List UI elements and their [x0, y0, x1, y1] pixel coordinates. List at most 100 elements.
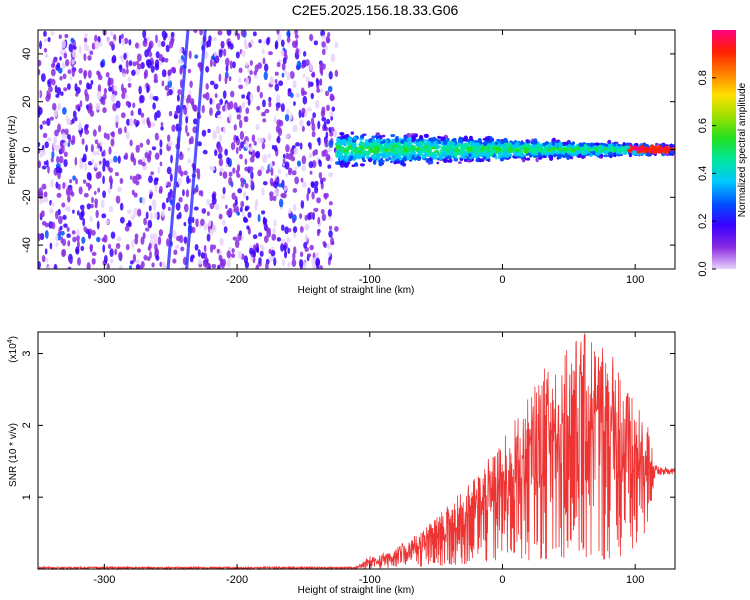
heatmap-cell	[179, 47, 183, 54]
heatmap-cell	[170, 31, 175, 38]
colorbar-tick-label: 0.2	[697, 214, 709, 229]
heatmap-cell	[51, 78, 56, 86]
heatmap-cell	[503, 150, 509, 156]
heatmap-cell	[41, 220, 47, 226]
heatmap-cell	[354, 162, 358, 167]
heatmap-cell	[46, 117, 51, 127]
heatmap-cell	[89, 216, 93, 223]
heatmap-cell	[280, 39, 285, 48]
heatmap-cell	[195, 218, 199, 228]
heatmap-cell	[628, 152, 632, 158]
heatmap-cell	[465, 142, 470, 148]
heatmap-cell	[309, 33, 314, 42]
heatmap-cell	[44, 53, 49, 58]
heatmap-cell	[78, 186, 83, 195]
heatmap-cell	[319, 66, 323, 75]
heatmap-cell	[427, 144, 430, 149]
heatmap-cell	[386, 155, 390, 159]
heatmap-cell	[234, 239, 240, 249]
heatmap-cell	[110, 231, 116, 239]
heatmap-cell	[68, 43, 74, 53]
heatmap-cell	[377, 153, 381, 158]
heatmap-cell	[497, 143, 503, 148]
heatmap-cell	[134, 233, 139, 239]
snr-x-tick-label: -300	[93, 574, 115, 586]
heatmap-cell	[100, 98, 104, 105]
heatmap-cell	[96, 150, 100, 156]
heatmap-cell	[304, 214, 308, 221]
heatmap-cell	[669, 150, 675, 155]
heatmap-cell	[308, 152, 313, 159]
heatmap-cell	[42, 120, 47, 125]
heatmap-cell	[326, 38, 331, 43]
heatmap-cell	[385, 152, 390, 155]
heatmap-cell	[328, 70, 333, 80]
heatmap-cell	[265, 262, 269, 269]
heatmap-cell	[595, 142, 601, 146]
heatmap-cell	[127, 76, 132, 82]
heatmap-cell	[66, 134, 72, 140]
snr-x-tick-label: -200	[226, 574, 248, 586]
heatmap-cell	[274, 40, 279, 50]
heatmap-cell	[46, 137, 52, 142]
heatmap-cell	[513, 152, 517, 157]
heatmap-cell	[168, 40, 174, 49]
heatmap-cell	[43, 191, 48, 198]
heatmap-cell	[394, 137, 399, 143]
heatmap-cell	[300, 200, 305, 209]
heatmap-cell	[62, 73, 67, 80]
heatmap-cell	[339, 160, 345, 166]
heatmap-cell	[469, 140, 473, 145]
heatmap-cell	[67, 141, 71, 148]
heatmap-cell	[272, 195, 277, 202]
heatmap-cell	[191, 216, 195, 224]
heatmap-cell	[124, 126, 127, 134]
heatmap-cell	[144, 49, 149, 58]
heatmap-cell	[129, 175, 133, 180]
heatmap-cell	[280, 243, 284, 252]
heatmap-cell	[419, 135, 424, 140]
heatmap-cell	[189, 97, 195, 106]
heatmap-cell	[237, 250, 243, 260]
heatmap-cell	[41, 165, 47, 170]
heatmap-cell	[38, 59, 42, 67]
heatmap-cell	[486, 136, 490, 142]
heatmap-cell	[292, 80, 297, 89]
heatmap-cell	[411, 156, 416, 160]
heatmap-cell	[45, 196, 49, 203]
heatmap-cell	[141, 196, 146, 206]
colorbar-label: Normalized spectral amplitude	[737, 82, 748, 217]
heatmap-cell	[127, 219, 131, 226]
heatmap-cell	[209, 80, 215, 86]
heatmap-cell	[129, 260, 134, 265]
heatmap-cell	[209, 97, 213, 105]
heatmap-cell	[230, 90, 235, 98]
heatmap-cell	[579, 144, 584, 147]
heatmap-cell	[129, 117, 134, 127]
heatmap-cell	[183, 106, 188, 115]
heatmap-cell	[161, 202, 166, 210]
heatmap-cell	[327, 32, 331, 37]
heatmap-cell	[431, 153, 436, 160]
heatmap-cell	[310, 182, 316, 189]
heatmap-cell	[111, 55, 117, 64]
heatmap-cell	[200, 252, 205, 259]
heatmap-cell	[305, 76, 310, 83]
heatmap-cell	[231, 248, 235, 254]
heatmap-cell	[458, 136, 462, 142]
heatmap-cell	[113, 85, 118, 91]
heatmap-cell	[185, 189, 190, 198]
heatmap-cell	[288, 208, 292, 214]
heatmap-cell	[86, 203, 91, 210]
heatmap-cell	[320, 30, 326, 37]
heatmap-cell	[327, 85, 333, 93]
heatmap-cell	[311, 257, 317, 264]
heatmap-cell	[433, 140, 438, 145]
heatmap-cell	[71, 68, 75, 77]
heatmap-cell	[327, 208, 332, 217]
heatmap-cell	[100, 60, 104, 68]
heatmap-cell	[300, 177, 304, 183]
heatmap-cell	[223, 226, 228, 234]
heatmap-cell	[139, 142, 144, 148]
heatmap-cell	[260, 210, 266, 215]
